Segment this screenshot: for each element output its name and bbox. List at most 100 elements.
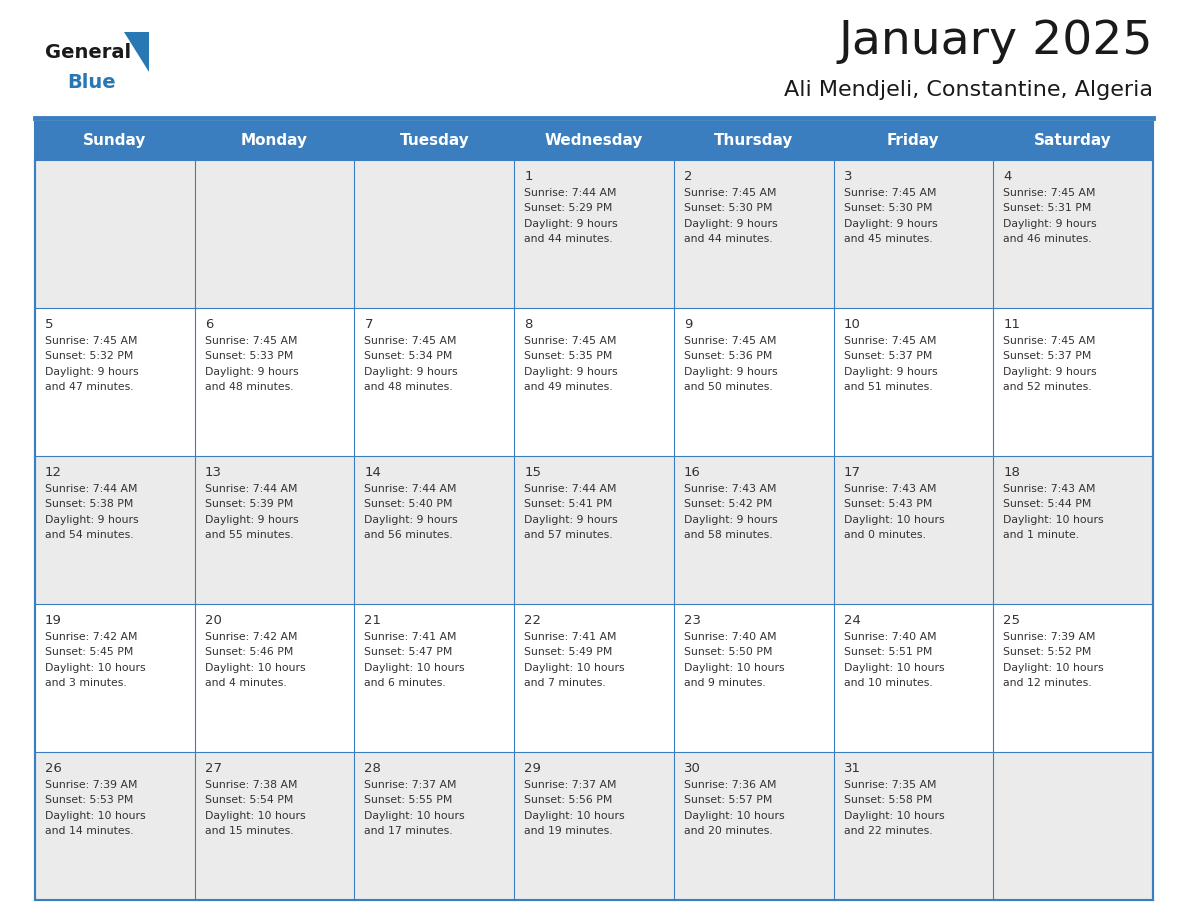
Text: General: General <box>45 42 131 62</box>
Text: Daylight: 9 hours: Daylight: 9 hours <box>1004 218 1097 229</box>
Text: Sunset: 5:55 PM: Sunset: 5:55 PM <box>365 795 453 805</box>
Text: Daylight: 9 hours: Daylight: 9 hours <box>684 367 777 376</box>
Text: Daylight: 9 hours: Daylight: 9 hours <box>684 515 777 525</box>
Text: 3: 3 <box>843 170 852 183</box>
Text: Sunset: 5:35 PM: Sunset: 5:35 PM <box>524 352 613 362</box>
Text: and 57 minutes.: and 57 minutes. <box>524 531 613 541</box>
Bar <box>34 752 1154 900</box>
Text: Sunrise: 7:44 AM: Sunrise: 7:44 AM <box>45 484 138 494</box>
Text: Daylight: 10 hours: Daylight: 10 hours <box>45 663 146 673</box>
Text: Daylight: 10 hours: Daylight: 10 hours <box>843 663 944 673</box>
Text: Sunrise: 7:35 AM: Sunrise: 7:35 AM <box>843 779 936 789</box>
Text: Sunrise: 7:44 AM: Sunrise: 7:44 AM <box>524 188 617 197</box>
Text: 18: 18 <box>1004 466 1020 479</box>
Text: Blue: Blue <box>67 73 115 92</box>
Text: Daylight: 10 hours: Daylight: 10 hours <box>684 811 784 821</box>
Text: Sunrise: 7:45 AM: Sunrise: 7:45 AM <box>524 336 617 346</box>
Text: 7: 7 <box>365 318 373 331</box>
Text: Sunset: 5:38 PM: Sunset: 5:38 PM <box>45 499 133 509</box>
Text: Friday: Friday <box>887 133 940 149</box>
Text: 1: 1 <box>524 170 532 183</box>
Text: and 0 minutes.: and 0 minutes. <box>843 531 925 541</box>
Text: and 9 minutes.: and 9 minutes. <box>684 678 765 688</box>
Text: Sunset: 5:44 PM: Sunset: 5:44 PM <box>1004 499 1092 509</box>
Text: Sunset: 5:30 PM: Sunset: 5:30 PM <box>843 203 933 213</box>
Text: Daylight: 10 hours: Daylight: 10 hours <box>524 663 625 673</box>
Text: Tuesday: Tuesday <box>399 133 469 149</box>
Text: Sunset: 5:40 PM: Sunset: 5:40 PM <box>365 499 453 509</box>
Text: Sunset: 5:46 PM: Sunset: 5:46 PM <box>204 647 293 657</box>
Text: and 44 minutes.: and 44 minutes. <box>524 234 613 244</box>
Text: Daylight: 9 hours: Daylight: 9 hours <box>524 515 618 525</box>
Text: Sunset: 5:37 PM: Sunset: 5:37 PM <box>1004 352 1092 362</box>
Text: 29: 29 <box>524 762 541 775</box>
Bar <box>34 604 1154 752</box>
Text: Sunrise: 7:38 AM: Sunrise: 7:38 AM <box>204 779 297 789</box>
Text: 13: 13 <box>204 466 222 479</box>
Text: Sunrise: 7:45 AM: Sunrise: 7:45 AM <box>204 336 297 346</box>
Text: and 20 minutes.: and 20 minutes. <box>684 826 772 836</box>
Text: Thursday: Thursday <box>714 133 794 149</box>
Text: Sunrise: 7:44 AM: Sunrise: 7:44 AM <box>204 484 297 494</box>
Text: Saturday: Saturday <box>1035 133 1112 149</box>
Text: Sunrise: 7:42 AM: Sunrise: 7:42 AM <box>45 632 138 642</box>
Text: 21: 21 <box>365 614 381 627</box>
Text: Daylight: 10 hours: Daylight: 10 hours <box>204 811 305 821</box>
Text: Daylight: 10 hours: Daylight: 10 hours <box>204 663 305 673</box>
Text: Sunset: 5:42 PM: Sunset: 5:42 PM <box>684 499 772 509</box>
Text: Sunset: 5:45 PM: Sunset: 5:45 PM <box>45 647 133 657</box>
Text: 24: 24 <box>843 614 860 627</box>
Text: Sunset: 5:29 PM: Sunset: 5:29 PM <box>524 203 613 213</box>
Text: and 49 minutes.: and 49 minutes. <box>524 382 613 392</box>
Text: Sunrise: 7:44 AM: Sunrise: 7:44 AM <box>365 484 457 494</box>
Text: Daylight: 10 hours: Daylight: 10 hours <box>843 515 944 525</box>
Text: 16: 16 <box>684 466 701 479</box>
Text: Sunset: 5:51 PM: Sunset: 5:51 PM <box>843 647 931 657</box>
Text: Sunset: 5:34 PM: Sunset: 5:34 PM <box>365 352 453 362</box>
Text: Sunrise: 7:43 AM: Sunrise: 7:43 AM <box>1004 484 1095 494</box>
Text: and 6 minutes.: and 6 minutes. <box>365 678 447 688</box>
Text: Sunrise: 7:45 AM: Sunrise: 7:45 AM <box>843 336 936 346</box>
Text: Sunday: Sunday <box>83 133 146 149</box>
Text: January 2025: January 2025 <box>839 19 1154 64</box>
Text: and 47 minutes.: and 47 minutes. <box>45 382 133 392</box>
Text: Sunrise: 7:45 AM: Sunrise: 7:45 AM <box>45 336 138 346</box>
Text: and 54 minutes.: and 54 minutes. <box>45 531 133 541</box>
Text: Sunset: 5:39 PM: Sunset: 5:39 PM <box>204 499 293 509</box>
Text: and 46 minutes.: and 46 minutes. <box>1004 234 1092 244</box>
Text: 4: 4 <box>1004 170 1012 183</box>
Bar <box>34 308 1154 456</box>
Text: 15: 15 <box>524 466 542 479</box>
Text: Sunset: 5:49 PM: Sunset: 5:49 PM <box>524 647 613 657</box>
Text: Daylight: 9 hours: Daylight: 9 hours <box>45 515 139 525</box>
Text: Sunrise: 7:44 AM: Sunrise: 7:44 AM <box>524 484 617 494</box>
Text: 12: 12 <box>45 466 62 479</box>
Polygon shape <box>124 32 148 72</box>
Text: Daylight: 9 hours: Daylight: 9 hours <box>365 515 459 525</box>
Text: Sunrise: 7:45 AM: Sunrise: 7:45 AM <box>684 188 776 197</box>
Text: Sunset: 5:53 PM: Sunset: 5:53 PM <box>45 795 133 805</box>
Text: Sunset: 5:54 PM: Sunset: 5:54 PM <box>204 795 293 805</box>
Bar <box>34 122 1154 900</box>
Text: Sunrise: 7:45 AM: Sunrise: 7:45 AM <box>843 188 936 197</box>
Text: and 3 minutes.: and 3 minutes. <box>45 678 127 688</box>
Text: 23: 23 <box>684 614 701 627</box>
Text: Daylight: 10 hours: Daylight: 10 hours <box>1004 663 1104 673</box>
Text: Sunset: 5:30 PM: Sunset: 5:30 PM <box>684 203 772 213</box>
Text: Daylight: 9 hours: Daylight: 9 hours <box>204 515 298 525</box>
Text: Sunrise: 7:39 AM: Sunrise: 7:39 AM <box>45 779 138 789</box>
Text: Daylight: 10 hours: Daylight: 10 hours <box>365 663 465 673</box>
Text: Sunrise: 7:45 AM: Sunrise: 7:45 AM <box>1004 188 1095 197</box>
Text: Monday: Monday <box>241 133 308 149</box>
Text: and 14 minutes.: and 14 minutes. <box>45 826 133 836</box>
Text: Sunset: 5:50 PM: Sunset: 5:50 PM <box>684 647 772 657</box>
Text: Sunrise: 7:37 AM: Sunrise: 7:37 AM <box>524 779 617 789</box>
Text: Sunset: 5:33 PM: Sunset: 5:33 PM <box>204 352 293 362</box>
Text: 19: 19 <box>45 614 62 627</box>
Text: and 7 minutes.: and 7 minutes. <box>524 678 606 688</box>
Text: Sunset: 5:32 PM: Sunset: 5:32 PM <box>45 352 133 362</box>
Text: Sunrise: 7:45 AM: Sunrise: 7:45 AM <box>684 336 776 346</box>
Text: and 22 minutes.: and 22 minutes. <box>843 826 933 836</box>
Text: Daylight: 10 hours: Daylight: 10 hours <box>1004 515 1104 525</box>
Text: Sunset: 5:31 PM: Sunset: 5:31 PM <box>1004 203 1092 213</box>
